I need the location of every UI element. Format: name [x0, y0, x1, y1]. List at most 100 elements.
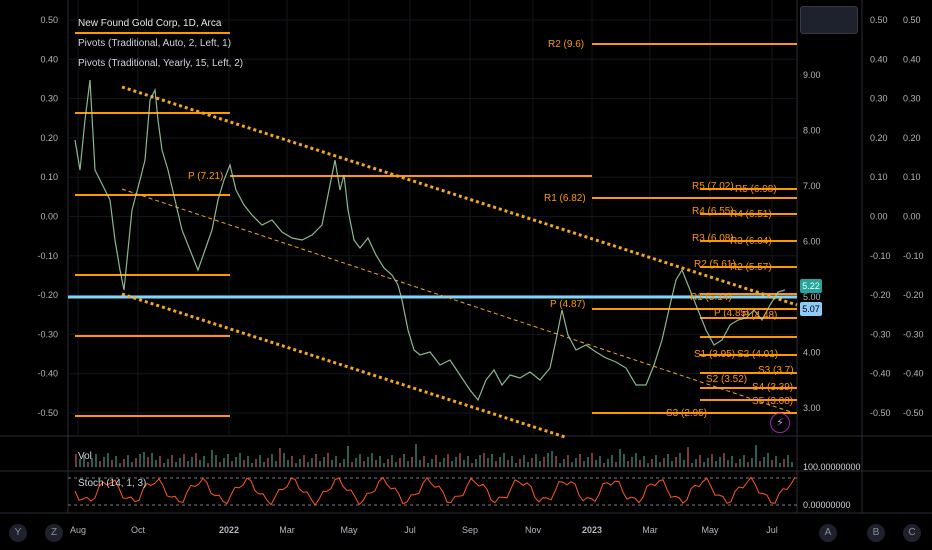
volume-bar — [263, 462, 265, 467]
volume-bar — [103, 457, 105, 467]
volume-bar — [691, 463, 693, 467]
volume-bar — [727, 460, 729, 467]
volume-bar — [563, 459, 565, 467]
volume-bar — [459, 453, 461, 467]
button-a[interactable]: A — [819, 524, 837, 542]
volume-bar — [639, 460, 641, 467]
right-axis-label: -0.50 — [870, 408, 891, 418]
volume-bar — [255, 459, 257, 467]
time-axis-label: Aug — [70, 525, 86, 535]
button-y[interactable]: Y — [9, 524, 27, 542]
volume-bar — [427, 463, 429, 467]
far-right-axis-label: 0.00 — [903, 212, 921, 222]
volume-bar — [623, 454, 625, 467]
volume-bar — [579, 454, 581, 467]
volume-bar — [231, 461, 233, 467]
volume-bar — [559, 463, 561, 467]
price-axis-label: 5.00 — [803, 292, 821, 302]
bolt-icon[interactable]: ⚡ — [770, 413, 790, 433]
stoch-axis-label: 0.00000000 — [803, 500, 851, 510]
volume-bar — [175, 462, 177, 467]
right-axis-label: 0.10 — [870, 172, 888, 182]
time-axis-label: May — [701, 525, 719, 535]
volume-bar — [319, 461, 321, 467]
volume-bar — [543, 457, 545, 467]
volume-bar — [675, 457, 677, 467]
time-axis-label: Oct — [131, 525, 146, 535]
volume-bar — [123, 459, 125, 467]
volume-bar — [215, 455, 217, 467]
volume-bar — [111, 460, 113, 467]
volume-bar — [283, 453, 285, 467]
volume-bar — [367, 457, 369, 467]
volume-bar — [683, 460, 685, 467]
volume-bar — [191, 457, 193, 467]
far-right-axis-label: 0.10 — [903, 172, 921, 182]
volume-bar — [207, 463, 209, 467]
left-axis-label: -0.50 — [37, 408, 58, 418]
volume-bar — [271, 454, 273, 467]
pivot-label: R3 (6.04) — [730, 236, 772, 247]
price-axis-label: 3.00 — [803, 403, 821, 413]
volume-bar — [519, 459, 521, 467]
volume-bar — [163, 463, 165, 467]
pivot-label: R5 (7.02) — [692, 181, 734, 192]
volume-bar — [199, 460, 201, 467]
volume-bar — [447, 454, 449, 467]
volume-bar — [363, 461, 365, 467]
far-right-axis-label: -0.30 — [903, 329, 924, 339]
volume-bar — [567, 455, 569, 467]
right-axis-label: -0.20 — [870, 290, 891, 300]
volume-bar — [355, 458, 357, 467]
volume-bar — [575, 458, 577, 467]
volume-bar — [463, 460, 465, 467]
price-axis-label: 8.00 — [803, 126, 821, 136]
pivot-label: S5 (3.08) — [752, 396, 793, 407]
volume-bar — [379, 456, 381, 467]
volume-bar — [115, 456, 117, 467]
volume-bar — [211, 450, 213, 467]
volume-bar — [155, 460, 157, 467]
volume-bar — [527, 462, 529, 467]
volume-bar — [235, 457, 237, 467]
volume-bar — [787, 455, 789, 467]
volume-bar — [411, 457, 413, 467]
button-b[interactable]: B — [867, 524, 885, 542]
volume-bar — [179, 458, 181, 467]
volume-bar — [759, 461, 761, 467]
volume-bar — [107, 453, 109, 467]
volume-bar — [147, 457, 149, 467]
volume-bar — [647, 463, 649, 467]
volume-bar — [455, 457, 457, 467]
legend-indicator-1[interactable]: Pivots (Traditional, Auto, 2, Left, 1) — [78, 38, 232, 49]
symbol-search-box[interactable] — [800, 6, 858, 34]
button-c[interactable]: C — [903, 524, 921, 542]
stoch-legend[interactable]: Stoch (14, 1, 3) — [78, 478, 147, 489]
far-right-axis-label: 0.50 — [903, 15, 921, 25]
volume-legend[interactable]: Vol — [78, 451, 92, 462]
volume-bar — [743, 455, 745, 467]
button-z[interactable]: Z — [45, 524, 63, 542]
volume-bar — [699, 455, 701, 467]
volume-bar — [419, 460, 421, 467]
volume-bar — [611, 455, 613, 467]
volume-bar — [339, 463, 341, 467]
volume-bar — [483, 453, 485, 467]
far-right-axis-label: -0.20 — [903, 290, 924, 300]
pivot-label: S2 (4.01) — [737, 349, 778, 360]
volume-bar — [151, 453, 153, 467]
time-axis-label: 2023 — [582, 525, 602, 535]
left-axis-label: 0.40 — [40, 54, 58, 64]
legend-indicator-2[interactable]: Pivots (Traditional, Yearly, 15, Left, 2… — [78, 58, 244, 69]
volume-bar — [127, 455, 129, 467]
volume-bar — [443, 458, 445, 467]
volume-bar — [535, 454, 537, 467]
volume-bar — [503, 453, 505, 467]
volume-bar — [571, 462, 573, 467]
legend-title[interactable]: New Found Gold Corp, 1D, Arca — [78, 18, 222, 29]
volume-bar — [243, 460, 245, 467]
volume-bar — [627, 461, 629, 467]
volume-bar — [487, 458, 489, 467]
